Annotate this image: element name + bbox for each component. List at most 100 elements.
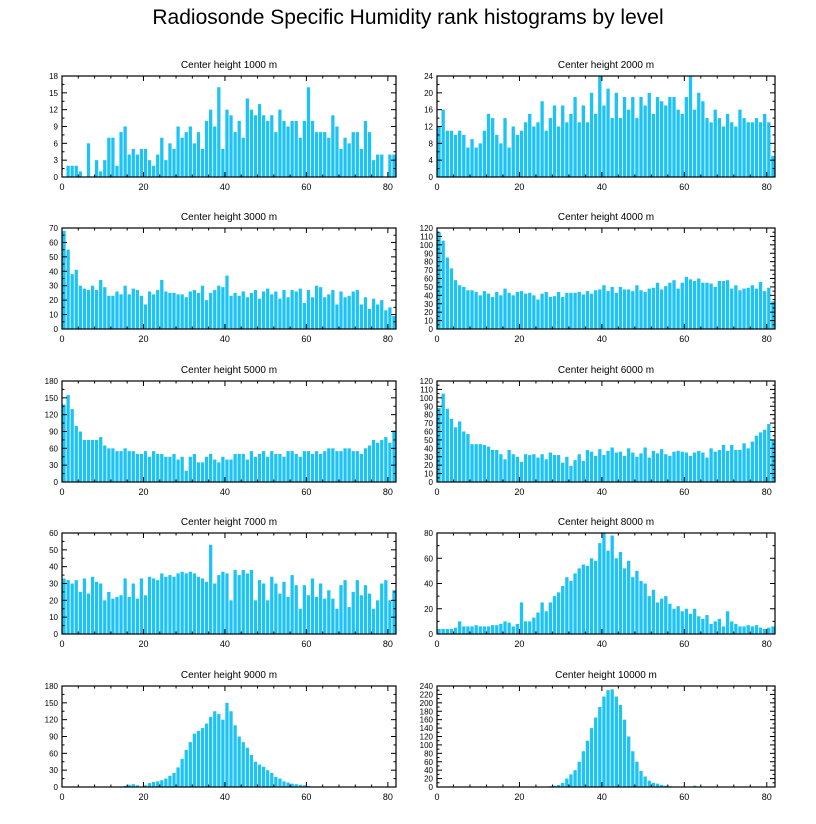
histogram-bar	[131, 451, 135, 482]
histogram-bar	[458, 621, 462, 634]
x-tick-label: 80	[383, 487, 393, 497]
histogram-bar	[384, 310, 388, 329]
histogram-bar	[631, 291, 635, 329]
y-tick-label: 180	[420, 707, 434, 716]
histogram-bar	[635, 570, 639, 634]
histogram-bar	[164, 778, 168, 787]
histogram-bar	[643, 776, 647, 787]
histogram-bar	[156, 290, 160, 329]
y-tick-label: 60	[424, 275, 433, 284]
histogram-bar	[569, 466, 573, 482]
histogram-bar	[659, 784, 664, 787]
histogram-bar	[323, 451, 327, 482]
histogram-bar	[371, 298, 376, 329]
histogram-bar	[314, 285, 319, 329]
histogram-bar	[606, 291, 610, 329]
histogram-bar	[66, 249, 70, 329]
histogram-panel: Center height 6000 m0 20 40 60 8001020304050…	[420, 365, 776, 497]
histogram-bar	[701, 452, 705, 482]
x-tick-label: 60	[301, 792, 311, 802]
histogram-bar	[734, 285, 738, 329]
histogram-bar	[74, 165, 78, 177]
histogram-bar	[359, 148, 364, 177]
histogram-bar	[90, 439, 95, 482]
histogram-bar	[74, 580, 78, 634]
histogram-bar	[449, 130, 454, 177]
histogram-bar	[659, 101, 664, 177]
histogram-bar	[314, 596, 319, 634]
histogram-bar	[156, 781, 160, 787]
histogram-bar	[270, 451, 274, 482]
histogram-bar	[647, 288, 651, 329]
y-tick-label: 90	[49, 733, 58, 742]
histogram-bar	[94, 290, 99, 329]
x-tick-label: 0	[59, 334, 64, 344]
histogram-bar	[532, 295, 536, 329]
histogram-bar	[445, 257, 449, 329]
histogram-bar	[556, 455, 561, 482]
histogram-bar	[680, 113, 684, 177]
histogram-bar	[270, 115, 274, 177]
histogram-bar	[655, 783, 660, 787]
histogram-bar	[310, 120, 315, 177]
histogram-bar	[486, 446, 491, 482]
histogram-bar	[569, 580, 573, 634]
histogram-panel: Center height 2000 m 0 20 40 60 80 0 4 8 12 16 20 24	[424, 60, 776, 192]
histogram-bar	[82, 439, 87, 482]
histogram-bar	[441, 393, 445, 482]
y-tick-label: 20	[424, 308, 433, 317]
histogram-bar	[343, 137, 347, 177]
histogram-bar	[217, 285, 221, 329]
histogram-bar	[180, 758, 184, 787]
histogram-panel: Center height 1000 m 0 20 40 60 80 0 3 6 9 12 15 18	[49, 60, 397, 192]
histogram-bar	[688, 76, 693, 177]
x-tick-label: 60	[679, 487, 689, 497]
histogram-bar	[139, 578, 144, 634]
histogram-bar	[111, 137, 115, 177]
histogram-bar	[131, 784, 135, 787]
histogram-bar	[302, 585, 306, 634]
histogram-bar	[237, 120, 241, 177]
histogram-bar	[135, 453, 139, 482]
histogram-bar	[339, 148, 343, 177]
histogram-bar	[659, 449, 664, 482]
histogram-bar	[581, 105, 585, 177]
histogram-bar	[602, 285, 606, 329]
histogram-bar	[302, 120, 306, 177]
y-tick-label: 30	[424, 300, 433, 309]
histogram-bar	[730, 122, 734, 177]
histogram-bar	[78, 171, 82, 177]
y-tick-label: 90	[49, 428, 58, 437]
histogram-bar	[528, 113, 532, 177]
x-tick-label: 0	[434, 792, 439, 802]
histogram-bar	[147, 783, 152, 787]
histogram-bar	[482, 130, 487, 177]
histogram-bar	[573, 97, 577, 177]
histogram-bar	[217, 714, 221, 787]
histogram-bar	[742, 288, 746, 329]
histogram-bar	[725, 450, 730, 482]
histogram-bar	[253, 456, 258, 482]
histogram-bar	[532, 454, 536, 482]
histogram-bar	[143, 451, 148, 482]
histogram-bar	[672, 97, 676, 177]
histogram-bar	[532, 617, 536, 634]
histogram-bar	[577, 122, 581, 177]
histogram-bar	[233, 725, 237, 787]
histogram-bar	[286, 596, 290, 634]
histogram-bar	[111, 295, 115, 329]
histogram-bar	[495, 134, 499, 177]
panel-title: Center height 9000 m	[181, 670, 277, 681]
y-tick-label: 0	[429, 173, 434, 182]
histogram-bar	[225, 275, 229, 329]
histogram-bar	[172, 292, 176, 329]
figure-title: Radiosonde Specific Humidity rank histog…	[152, 6, 664, 29]
histogram-bar	[200, 578, 205, 634]
histogram-bar	[594, 113, 598, 177]
x-tick-label: 20	[138, 182, 148, 192]
histogram-bar	[635, 118, 639, 177]
y-tick-label: 30	[49, 580, 58, 589]
y-tick-label: 0	[54, 478, 59, 487]
histogram-bar	[147, 160, 152, 177]
histogram-bar	[565, 778, 569, 787]
